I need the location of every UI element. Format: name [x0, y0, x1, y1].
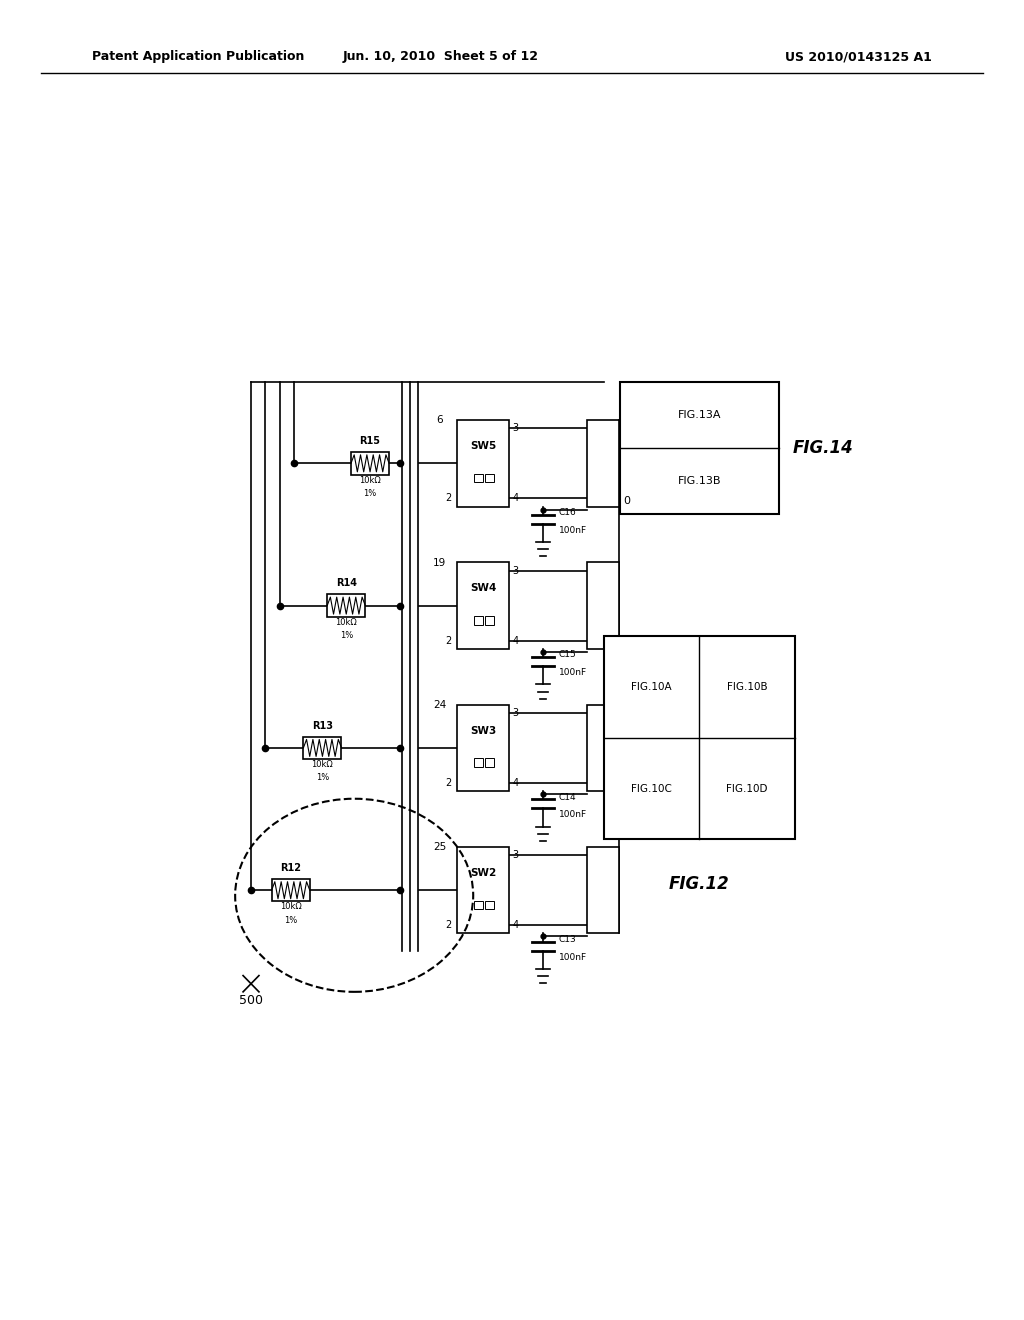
Text: 1%: 1% — [340, 631, 353, 640]
Text: 1%: 1% — [364, 488, 377, 498]
Text: 4: 4 — [512, 920, 518, 931]
Text: 4: 4 — [512, 777, 518, 788]
Bar — [484, 900, 495, 909]
Bar — [458, 705, 509, 791]
Text: 100nF: 100nF — [559, 810, 587, 820]
Text: 2: 2 — [445, 777, 452, 788]
Bar — [588, 562, 620, 649]
Text: 100nF: 100nF — [559, 525, 587, 535]
Text: 10kΩ: 10kΩ — [336, 618, 357, 627]
Bar — [271, 879, 309, 902]
Text: R15: R15 — [359, 436, 381, 446]
Text: FIG.10B: FIG.10B — [727, 682, 767, 692]
Text: 3: 3 — [512, 708, 518, 718]
Text: Patent Application Publication: Patent Application Publication — [92, 50, 304, 63]
Bar — [328, 594, 366, 616]
Bar — [458, 847, 509, 933]
Bar — [588, 705, 620, 791]
Text: FIG.9: FIG.9 — [651, 698, 705, 717]
Bar — [484, 474, 495, 482]
Bar — [474, 759, 483, 767]
Text: SW2: SW2 — [470, 869, 497, 878]
Text: 2: 2 — [445, 494, 452, 503]
Text: 3: 3 — [512, 424, 518, 433]
Text: FIG.12: FIG.12 — [669, 875, 730, 892]
Text: FIG.13B: FIG.13B — [678, 477, 721, 486]
Bar — [474, 474, 483, 482]
Text: R12: R12 — [281, 863, 301, 873]
Bar — [620, 381, 778, 515]
Bar — [458, 420, 509, 507]
Text: 2: 2 — [445, 920, 452, 931]
Bar — [604, 636, 795, 840]
Text: 24: 24 — [433, 700, 446, 710]
Bar — [484, 759, 495, 767]
Text: R14: R14 — [336, 578, 356, 589]
Text: 10kΩ: 10kΩ — [359, 475, 381, 484]
Text: FIG.10D: FIG.10D — [726, 784, 768, 793]
Text: C15: C15 — [559, 651, 577, 660]
Bar — [474, 616, 483, 624]
Text: C13: C13 — [559, 935, 577, 944]
Text: 500: 500 — [239, 994, 263, 1007]
Text: SW5: SW5 — [470, 441, 497, 451]
Bar — [484, 616, 495, 624]
Bar — [588, 847, 620, 933]
Text: FIG.13A: FIG.13A — [678, 411, 721, 420]
Text: 3: 3 — [512, 565, 518, 576]
Text: FIG.14: FIG.14 — [793, 440, 854, 457]
Bar — [458, 562, 509, 649]
Text: 19: 19 — [433, 557, 446, 568]
Text: FIG.10A: FIG.10A — [632, 682, 672, 692]
Text: C14: C14 — [559, 793, 577, 801]
Bar — [474, 900, 483, 909]
Text: 25: 25 — [433, 842, 446, 853]
Text: 100nF: 100nF — [559, 668, 587, 677]
Text: 10kΩ: 10kΩ — [280, 903, 301, 911]
Text: SW4: SW4 — [470, 583, 497, 593]
Text: 1%: 1% — [315, 774, 329, 783]
Text: Jun. 10, 2010  Sheet 5 of 12: Jun. 10, 2010 Sheet 5 of 12 — [342, 50, 539, 63]
Text: FIG.10C: FIG.10C — [632, 784, 672, 793]
Text: 6: 6 — [436, 416, 443, 425]
Text: 0: 0 — [624, 496, 630, 507]
Bar — [351, 453, 389, 474]
Text: 2: 2 — [445, 636, 452, 645]
Text: 4: 4 — [512, 636, 518, 645]
Text: 10kΩ: 10kΩ — [311, 760, 333, 770]
Bar — [588, 420, 620, 507]
Text: R13: R13 — [312, 721, 333, 731]
Text: C16: C16 — [559, 508, 577, 517]
Bar — [303, 737, 341, 759]
Text: 4: 4 — [512, 494, 518, 503]
Text: 3: 3 — [512, 850, 518, 861]
Text: US 2010/0143125 A1: US 2010/0143125 A1 — [785, 50, 932, 63]
Text: SW3: SW3 — [470, 726, 497, 735]
Text: 100nF: 100nF — [559, 953, 587, 962]
Text: 1%: 1% — [284, 916, 297, 924]
